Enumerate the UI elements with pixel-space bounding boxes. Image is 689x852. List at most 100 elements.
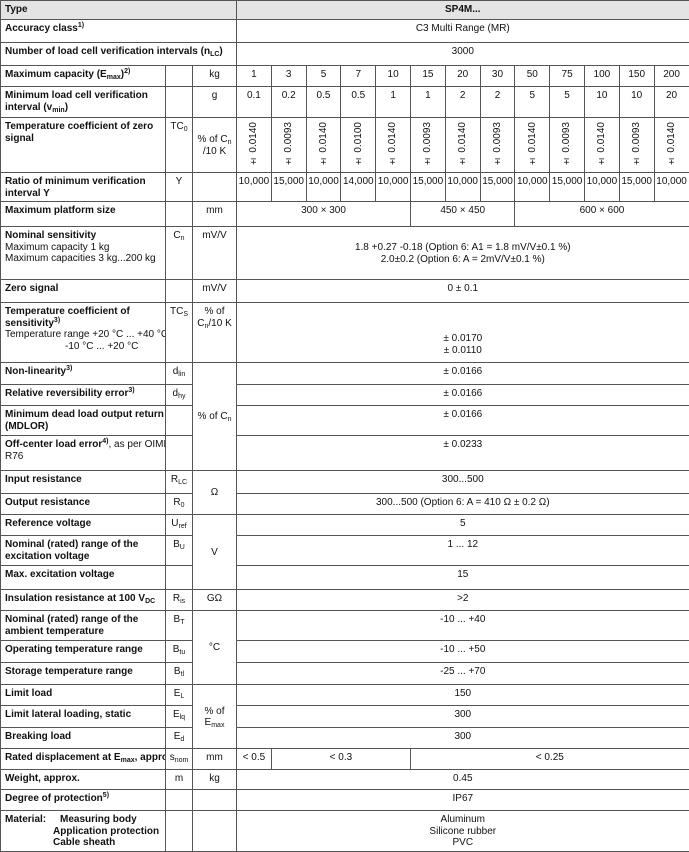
symbol-cell [166, 202, 193, 227]
value-cell: ± 0.0093 [480, 118, 515, 173]
unit-line: °C [194, 642, 235, 654]
text-segment: Y [176, 176, 183, 187]
subscript: nom [175, 757, 189, 764]
text-segment: °C [209, 642, 220, 653]
value-text: 3 [286, 69, 292, 80]
text-segment: , approx. [135, 752, 166, 763]
text-segment: Rated displacement at E [5, 752, 121, 763]
table-row: Number of load cell verification interva… [1, 43, 689, 66]
label-line: Max. excitation voltage [5, 569, 161, 581]
value-text: 50 [527, 69, 538, 80]
label-line: -10 °C ... +20 °C [5, 341, 161, 353]
value-cell: ± 0.0093 [619, 118, 654, 173]
subscript: lin [178, 371, 185, 378]
subscript: max [107, 74, 121, 81]
value-text: 100 [594, 69, 611, 80]
text-segment: mm [206, 205, 223, 216]
symbol-cell: Ris [166, 590, 193, 611]
text-segment: Minimum dead load output return [5, 409, 164, 420]
value-cell: 10 [376, 66, 411, 87]
value-cell: 5 [515, 87, 550, 118]
value-cell: 15,000 [271, 173, 306, 202]
text-segment: Nominal sensitivity [5, 230, 96, 241]
value-text: 10,000 [517, 176, 548, 187]
value-cell: 0.45 [237, 770, 689, 790]
unit-cell: °C [193, 611, 237, 685]
value-text: 15,000 [552, 176, 583, 187]
value-text: 150 [628, 69, 645, 80]
value-text: 10,000 [656, 176, 687, 187]
parameter-label-cell: Rated displacement at Emax, approx. [1, 749, 166, 770]
text-segment: Output resistance [5, 497, 90, 508]
unit-line: g [194, 90, 235, 102]
value-cell: -25 ... +70 [237, 663, 689, 685]
label-line: Nominal sensitivity [5, 230, 161, 242]
subscript: LC [178, 479, 187, 486]
value-cell: 15,000 [480, 173, 515, 202]
symbol-cell: BU [166, 536, 193, 566]
text-segment: Reference voltage [5, 518, 91, 529]
parameter-label-cell: Storage temperature range [1, 663, 166, 685]
label-line: Relative reversibility error3) [5, 388, 161, 400]
unit-line: % of [194, 306, 235, 318]
value-cell: 150 [237, 685, 689, 706]
value-line: ± 0.0110 [238, 345, 688, 357]
label-line: Limit load [5, 688, 161, 700]
text-segment: kg [209, 773, 220, 784]
value-cell: 1 [376, 87, 411, 118]
text-segment: Maximum capacity (E [5, 69, 107, 80]
value-line: 1.8 +0.27 -0.18 (Option 6: A1 = 1.8 mV/V… [238, 242, 688, 254]
value-cell: C3 Multi Range (MR) [237, 20, 689, 43]
symbol-cell: TC0 [166, 118, 193, 173]
label-line: Maximum platform size [5, 205, 161, 217]
value-text: ± 0.0166 [443, 409, 482, 420]
parameter-label-cell: Degree of protection5) [1, 790, 166, 811]
label-line: signal [5, 133, 161, 145]
symbol-cell: dhy [166, 385, 193, 406]
subscript: U [180, 544, 185, 551]
value-text: 0.2 [282, 90, 296, 101]
value-cell: 30 [480, 66, 515, 87]
text-segment: V [211, 547, 218, 558]
label-line: Weight, approx. [5, 773, 161, 785]
parameter-label-cell: Minimum dead load output return(MDLOR) [1, 406, 166, 436]
unit-cell: % of Cn [193, 363, 237, 471]
value-cell: 1 [411, 87, 446, 118]
table-row: Minimum dead load output return(MDLOR) ± … [1, 406, 689, 436]
symbol-cell [166, 406, 193, 436]
value-text: 10,000 [378, 176, 409, 187]
parameter-label-cell: Output resistance [1, 494, 166, 515]
label-line: excitation voltage [5, 551, 161, 563]
value-line: PVC [238, 837, 688, 849]
text-segment: Non-linearity [5, 366, 66, 377]
label-line: Minimum dead load output return [5, 409, 161, 421]
value-cell: 14,000 [341, 173, 376, 202]
subscript: T [180, 619, 184, 626]
superscript: 3) [54, 317, 60, 324]
symbol-cell: Ed [166, 728, 193, 749]
value-cell: 300 × 300 [237, 202, 411, 227]
value-cell: ± 0.0093 [550, 118, 585, 173]
text-segment: Nominal (rated) range of the [5, 539, 138, 550]
value-text: 200 [663, 69, 680, 80]
text-segment: Degree of protection [5, 793, 103, 804]
text-segment: interval (v [5, 102, 52, 113]
value-text: 7 [356, 69, 362, 80]
text-segment: Maximum capacity 1 kg [5, 242, 109, 253]
label-line: Ratio of minimum verification [5, 176, 161, 188]
value-text: ± 0.0093 [561, 122, 573, 166]
value-cell: ± 0.0166 [237, 363, 689, 385]
symbol-cell: Cn [166, 227, 193, 280]
text-segment: Type [5, 4, 28, 15]
text-segment: m [175, 773, 183, 784]
symbol-cell [166, 66, 193, 87]
